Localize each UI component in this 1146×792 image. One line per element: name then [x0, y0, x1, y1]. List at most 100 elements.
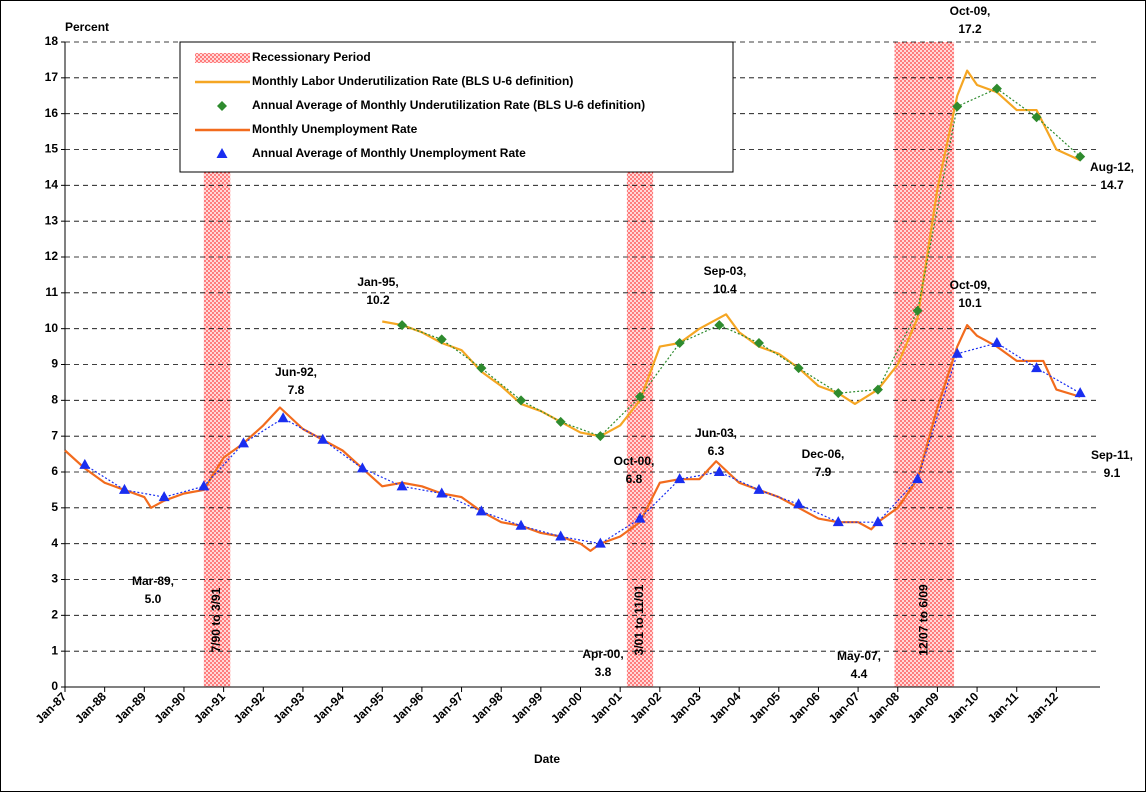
y-tick-label: 16: [45, 106, 59, 120]
annotation: Mar-89,: [132, 574, 174, 588]
recession-label: 12/07 to 6/09: [916, 584, 930, 656]
y-tick-label: 10: [45, 321, 59, 335]
annotation: 5.0: [145, 592, 162, 606]
y-tick-label: 2: [51, 608, 58, 622]
recession-label: 7/90 to 3/91: [209, 587, 223, 652]
annotation: 10.2: [366, 293, 390, 307]
annotation: Jun-92,: [275, 365, 317, 379]
y-tick-label: 5: [51, 500, 58, 514]
marker-diamond: [753, 338, 764, 348]
y-tick-label: 12: [45, 249, 59, 263]
annotation: Jun-03,: [695, 426, 737, 440]
annotation: 6.8: [626, 472, 643, 486]
y-tick-label: 14: [45, 178, 59, 192]
legend-label: Monthly Unemployment Rate: [252, 122, 418, 136]
marker-diamond: [674, 338, 685, 348]
marker-diamond: [436, 334, 447, 345]
marker-diamond: [476, 363, 487, 374]
annotation: 6.3: [708, 444, 725, 458]
marker-triangle: [634, 512, 646, 523]
marker-triangle: [475, 505, 487, 516]
marker-diamond: [1075, 151, 1086, 162]
annotation: 4.4: [851, 667, 868, 681]
marker-triangle: [753, 483, 765, 494]
marker-triangle: [713, 466, 725, 476]
marker-triangle: [158, 491, 170, 502]
annotation: May-07,: [837, 649, 881, 663]
annotation: Oct-09,: [950, 278, 991, 292]
marker-triangle: [118, 483, 130, 494]
marker-diamond: [793, 363, 804, 374]
annotation: Jan-95,: [357, 275, 398, 289]
y-tick-label: 1: [51, 643, 58, 657]
marker-diamond: [555, 416, 566, 427]
y-tick-label: 6: [51, 464, 58, 478]
legend-marker: [217, 101, 227, 111]
y-tick-label: 9: [51, 357, 58, 371]
annotation: 9.1: [1104, 466, 1121, 480]
marker-triangle: [555, 530, 567, 541]
marker-diamond: [991, 83, 1002, 94]
marker-diamond: [635, 391, 645, 402]
line: [64, 323, 1081, 552]
marker-triangle: [277, 412, 289, 423]
y-tick-label: 3: [51, 572, 58, 586]
annotation: 7.8: [288, 383, 305, 397]
marker-triangle: [79, 458, 91, 469]
marker-diamond: [516, 395, 527, 406]
marker-diamond: [912, 305, 923, 316]
marker-triangle: [594, 537, 606, 548]
marker-triangle: [1031, 362, 1043, 373]
recession-label: 3/01 to 11/01: [632, 584, 646, 655]
y-tick-label: 15: [45, 142, 59, 156]
marker-diamond: [714, 320, 725, 331]
annotation: 14.7: [1100, 178, 1124, 192]
marker-triangle: [396, 480, 408, 491]
marker-diamond: [833, 388, 844, 399]
marker-triangle: [912, 473, 924, 484]
legend-label: Recessionary Period: [252, 50, 371, 64]
annotation: Sep-11,: [1091, 448, 1133, 462]
annotation: Oct-00,: [614, 454, 655, 468]
marker-triangle: [674, 473, 686, 484]
annotation: Oct-09,: [950, 4, 991, 18]
y-tick-label: 4: [51, 536, 58, 550]
marker-triangle: [198, 480, 210, 491]
legend-label: Annual Average of Monthly Underutilizati…: [252, 98, 645, 112]
y-tick-label: 13: [45, 213, 59, 227]
annotation: Aug-12,: [1090, 160, 1134, 174]
y-tick-label: 18: [45, 34, 59, 48]
legend-label: Monthly Labor Underutilization Rate (BLS…: [252, 74, 573, 88]
marker-triangle: [832, 516, 844, 527]
annotation: 3.8: [595, 665, 612, 679]
annotation: 10.1: [958, 296, 982, 310]
annotation: 17.2: [958, 22, 982, 36]
annotation: 7.9: [815, 465, 832, 479]
legend-box: [179, 41, 734, 173]
marker-diamond: [952, 101, 963, 112]
y-axis-label: Percent: [65, 20, 109, 34]
marker-triangle: [951, 347, 963, 358]
marker-triangle: [793, 498, 805, 509]
y-tick-label: 11: [45, 285, 58, 299]
marker-diamond: [595, 431, 606, 442]
annotation: 10.4: [713, 282, 737, 296]
legend-label: Annual Average of Monthly Unemployment R…: [252, 146, 526, 160]
marker-triangle: [317, 433, 329, 444]
marker-triangle: [991, 337, 1003, 347]
legend-swatch: [195, 53, 250, 63]
marker-triangle: [1074, 387, 1086, 398]
line: [382, 69, 1081, 438]
trend-line: [401, 87, 1081, 437]
marker-triangle: [436, 487, 448, 498]
marker-triangle: [872, 516, 884, 527]
y-tick-label: 8: [51, 393, 58, 407]
annotation: Sep-03,: [704, 264, 747, 278]
marker-triangle: [515, 519, 527, 530]
y-tick-label: 7: [51, 428, 58, 442]
legend-marker: [216, 148, 228, 158]
y-tick-label: 17: [45, 70, 59, 84]
marker-diamond: [397, 320, 408, 331]
marker-diamond: [872, 384, 883, 395]
